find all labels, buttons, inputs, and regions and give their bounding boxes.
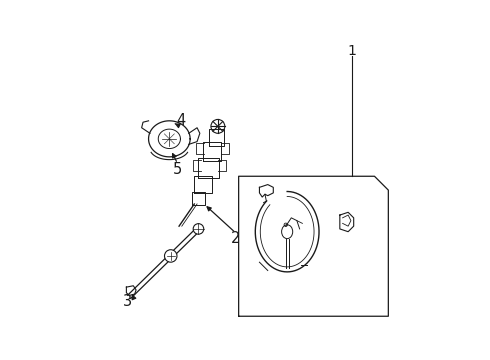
Text: 1: 1 [348,44,357,58]
Text: 2: 2 [231,231,241,246]
Text: 3: 3 [123,294,132,309]
Text: 4: 4 [176,113,185,128]
Ellipse shape [165,250,177,262]
Text: 5: 5 [173,162,182,177]
Ellipse shape [193,224,204,234]
